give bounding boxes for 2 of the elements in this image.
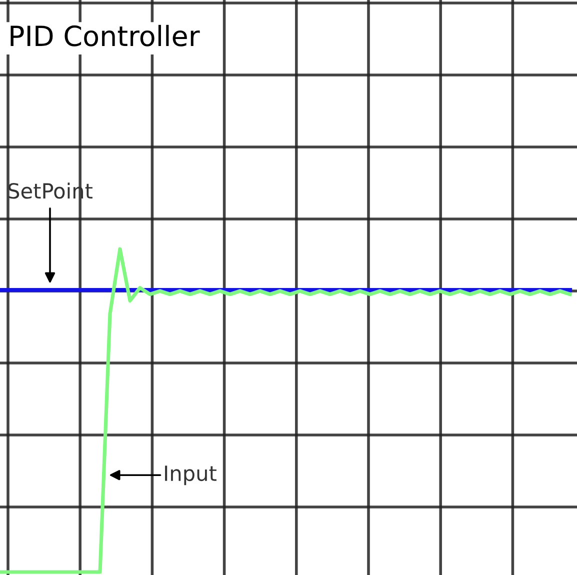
chart-title: PID Controller bbox=[10, 24, 200, 46]
text: Input bbox=[165, 466, 216, 486]
